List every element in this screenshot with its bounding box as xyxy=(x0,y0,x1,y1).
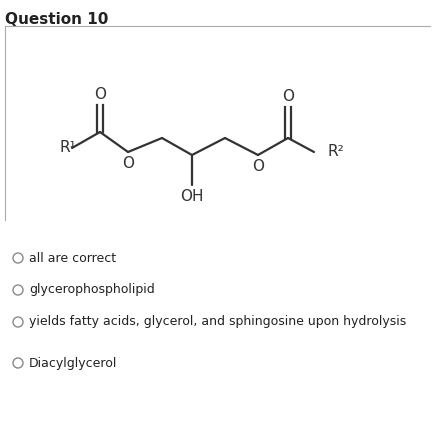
Text: R¹: R¹ xyxy=(60,141,76,156)
Text: R²: R² xyxy=(327,144,344,160)
Circle shape xyxy=(13,285,23,295)
Text: yields fatty acids, glycerol, and sphingosine upon hydrolysis: yields fatty acids, glycerol, and sphing… xyxy=(29,316,405,329)
Circle shape xyxy=(13,358,23,368)
Circle shape xyxy=(13,317,23,327)
Text: Diacylglycerol: Diacylglycerol xyxy=(29,356,117,369)
Text: O: O xyxy=(281,89,293,104)
Text: O: O xyxy=(122,156,134,171)
Text: all are correct: all are correct xyxy=(29,252,116,264)
Text: glycerophospholipid: glycerophospholipid xyxy=(29,283,155,297)
Text: Question 10: Question 10 xyxy=(5,12,108,27)
Text: O: O xyxy=(251,159,263,174)
Circle shape xyxy=(13,253,23,263)
Text: OH: OH xyxy=(180,189,203,204)
Text: O: O xyxy=(94,87,106,102)
